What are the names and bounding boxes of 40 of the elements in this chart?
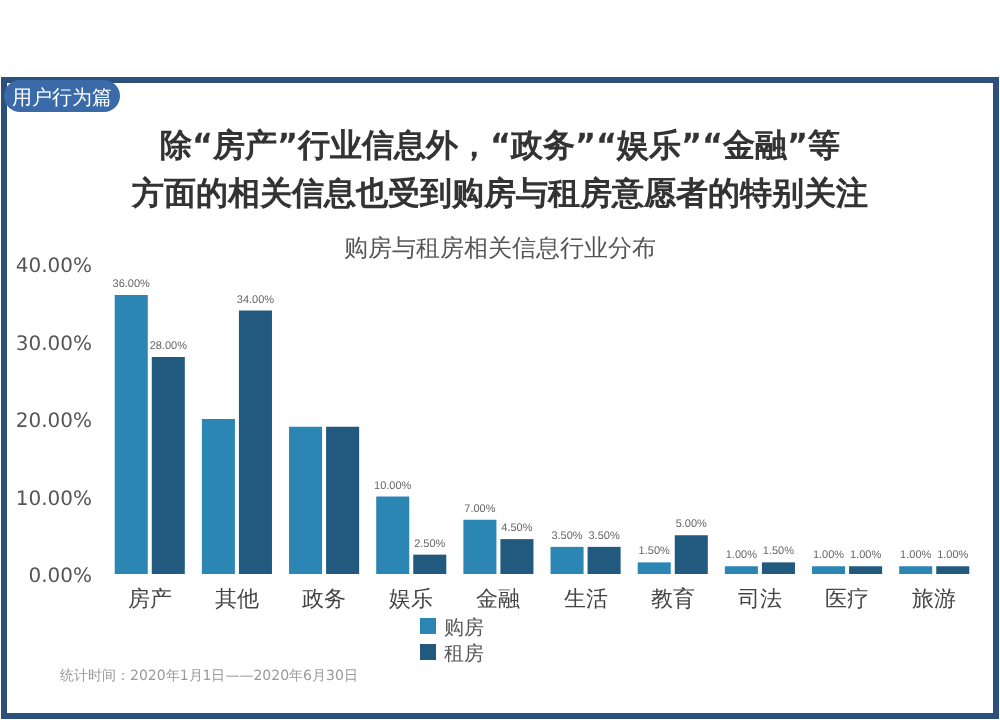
bar bbox=[376, 496, 410, 574]
x-tick-label: 教育 bbox=[650, 586, 695, 612]
bar bbox=[674, 535, 708, 574]
bar bbox=[151, 357, 185, 574]
bar bbox=[201, 419, 235, 574]
bar bbox=[238, 310, 272, 574]
bar bbox=[114, 295, 148, 574]
chart-subtitle: 购房与租房相关信息行业分布 bbox=[344, 234, 656, 262]
x-tick-label: 娱乐 bbox=[389, 586, 434, 612]
bar bbox=[413, 554, 447, 574]
bar bbox=[550, 546, 584, 574]
x-tick-label: 医疗 bbox=[825, 586, 870, 612]
x-tick-label: 旅游 bbox=[912, 586, 957, 612]
bar bbox=[289, 426, 323, 574]
x-tick-label: 其他 bbox=[214, 586, 259, 612]
bar bbox=[899, 566, 933, 574]
bar bbox=[637, 562, 671, 574]
bar bbox=[936, 566, 970, 574]
x-tick-label: 金融 bbox=[476, 586, 521, 612]
bar bbox=[761, 562, 795, 574]
y-tick-label: 30.00% bbox=[15, 333, 92, 356]
bar bbox=[500, 539, 534, 574]
x-tick-label: 司法 bbox=[737, 586, 782, 612]
text: 用户行为篇 bbox=[12, 86, 112, 110]
bar bbox=[326, 426, 360, 574]
legend-label: 购房 bbox=[444, 616, 484, 640]
y-tick-label: 20.00% bbox=[15, 411, 92, 433]
x-tick-label: 生活 bbox=[563, 586, 608, 612]
bar bbox=[587, 546, 621, 574]
y-tick-label: 40.00% bbox=[15, 256, 92, 278]
bar bbox=[812, 566, 846, 574]
x-tick-label: 政务 bbox=[302, 586, 347, 612]
legend-label: 租房 bbox=[444, 642, 484, 666]
bar bbox=[724, 566, 758, 574]
x-tick-label: 房产 bbox=[127, 586, 172, 612]
bar bbox=[849, 566, 883, 574]
y-tick-label: 10.00% bbox=[15, 488, 92, 511]
chart-title: 除“房产”行业信息外，“政务”“娱乐”“金融”等方面的相关信息也受到购房与租房意愿者的特别关注 bbox=[130, 126, 868, 212]
bar bbox=[463, 519, 497, 574]
y-tick-label: 0.00% bbox=[28, 566, 92, 588]
